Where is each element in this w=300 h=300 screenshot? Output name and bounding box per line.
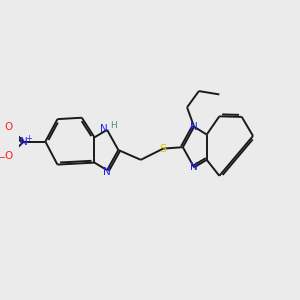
Text: O: O [5,122,13,132]
Text: H: H [110,121,117,130]
Text: N: N [20,136,28,147]
Text: −: − [0,153,6,164]
Text: N: N [103,167,111,177]
Text: N: N [190,162,198,172]
Text: N: N [190,122,198,132]
Text: O: O [5,151,13,161]
Text: +: + [26,134,32,143]
Text: S: S [160,144,167,154]
Text: N: N [100,124,108,134]
